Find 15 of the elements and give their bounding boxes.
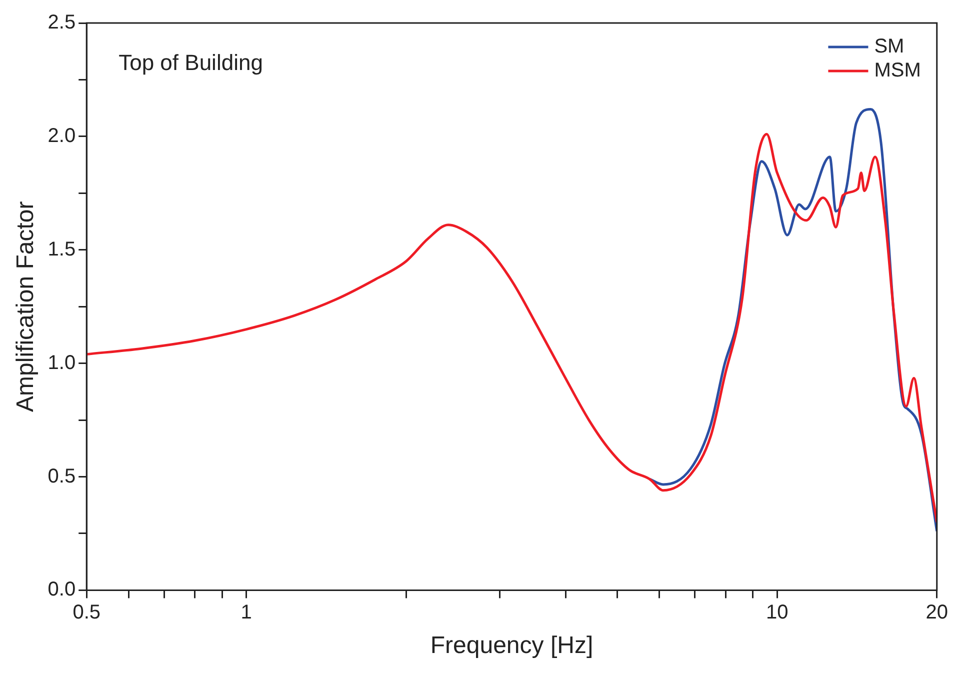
y-tick-label: 0.5 (48, 465, 76, 488)
x-axis-title: Frequency [Hz] (430, 632, 594, 660)
x-tick-label: 20 (926, 602, 948, 624)
legend-label: MSM (874, 60, 921, 82)
x-tick-label: 0.5 (72, 602, 101, 624)
y-tick-label: 1.0 (48, 352, 76, 374)
y-tick-label: 2.0 (48, 124, 76, 147)
y-tick-label: 0.0 (48, 578, 76, 601)
x-tick-label: 10 (766, 602, 788, 624)
x-tick-label: 1 (240, 602, 252, 624)
annotation: Top of Building (118, 50, 263, 76)
y-tick-label: 2.5 (48, 12, 76, 34)
y-axis-title: Amplification Factor (12, 201, 40, 412)
y-tick-label: 1.5 (48, 238, 76, 260)
legend-label: SM (874, 36, 904, 58)
